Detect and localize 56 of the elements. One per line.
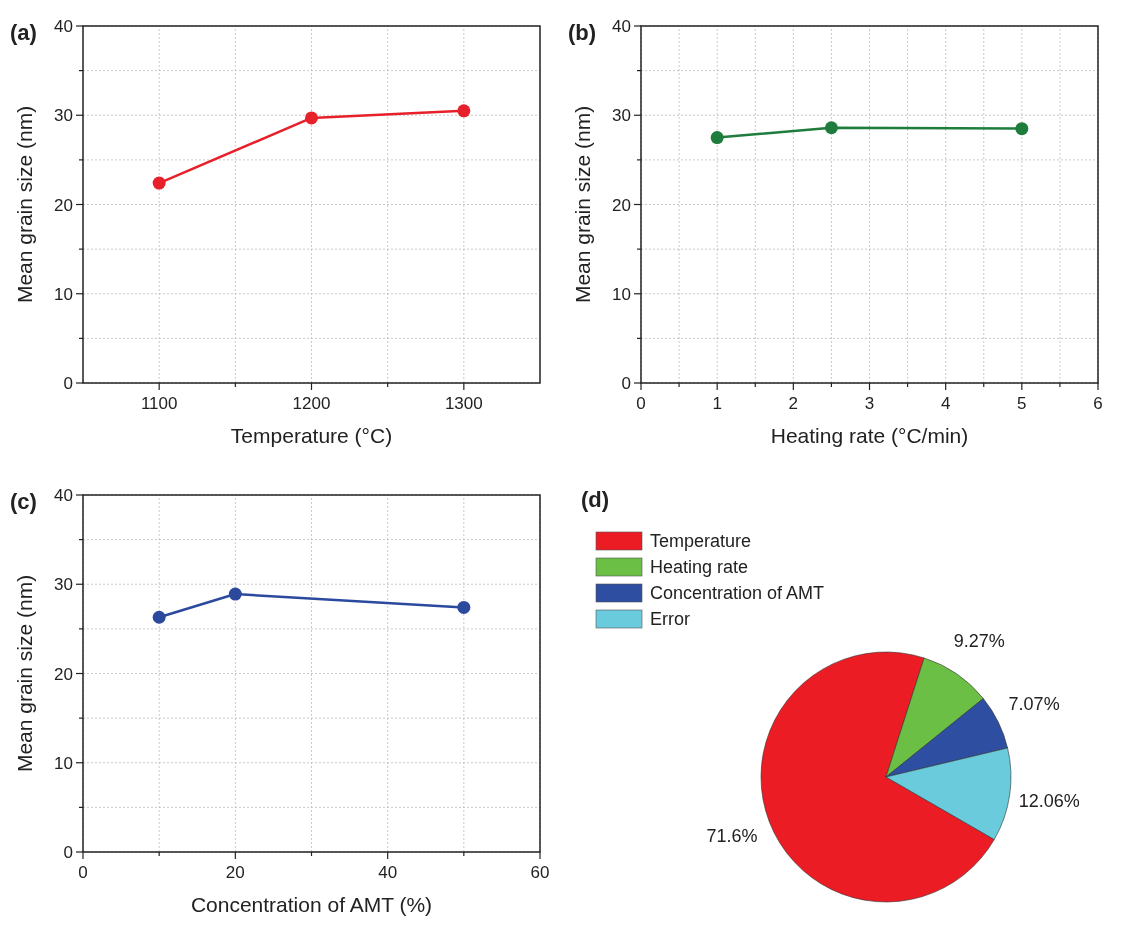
legend-label: Temperature: [650, 531, 752, 551]
x-axis-title: Temperature (°C): [230, 424, 393, 447]
x-tick-label: 4: [940, 394, 951, 413]
x-tick-label: 3: [864, 394, 875, 413]
x-tick-label: 1: [712, 394, 722, 413]
y-axis-title: Mean grain size (nm): [571, 105, 594, 304]
x-tick-label: 2: [788, 394, 799, 413]
data-label: 9.27%: [953, 630, 1005, 651]
legend-label: Concentration of AMT: [650, 583, 825, 603]
point: [1015, 122, 1029, 136]
point: [305, 111, 318, 125]
y-tick-label: 10: [54, 753, 73, 773]
y-tick-label: 0: [63, 374, 73, 393]
x-axis-title: Concentration of AMT (%): [190, 893, 433, 916]
legend-label: Error: [650, 609, 690, 629]
x-tick-label: 40: [378, 863, 398, 882]
point: [824, 121, 838, 135]
x-tick-label: 6: [1093, 394, 1103, 413]
point: [710, 131, 724, 145]
legend-label: Heating rate: [650, 557, 749, 577]
y-tick-label: 10: [54, 284, 73, 304]
chart-title: (c): [10, 489, 37, 514]
y-tick-label: 30: [612, 106, 631, 126]
y-tick-label: 30: [54, 575, 73, 595]
x-tick-label: 0: [636, 394, 646, 413]
point: [457, 600, 471, 614]
x-tick-label: 60: [530, 863, 550, 882]
y-tick-label: 0: [621, 374, 631, 393]
y-tick-label: 0: [63, 843, 73, 862]
x-tick-label: 5: [1017, 394, 1027, 413]
data-label: 12.06%: [1018, 790, 1080, 811]
x-tick-label: 1100: [140, 394, 178, 413]
x-axis-title: Heating rate (°C/min): [770, 424, 969, 447]
y-tick-label: 20: [54, 195, 73, 215]
y-tick-label: 40: [612, 17, 631, 36]
chart-title: (b): [568, 20, 597, 45]
data-label: 71.6%: [706, 826, 758, 847]
chart-title: (d): [581, 487, 610, 512]
y-axis-title: Mean grain size (nm): [13, 105, 36, 304]
x-tick-label: 0: [78, 863, 88, 882]
x-tick-label: 1200: [292, 394, 331, 413]
point: [228, 587, 242, 601]
y-axis-title: Mean grain size (nm): [13, 574, 36, 773]
data-label: 7.07%: [1008, 694, 1060, 715]
y-tick-label: 40: [54, 17, 73, 36]
y-tick-label: 20: [612, 195, 631, 215]
y-tick-label: 20: [54, 664, 73, 684]
y-tick-label: 10: [612, 284, 631, 304]
point: [152, 176, 166, 190]
point: [152, 610, 166, 624]
chart-title: (a): [10, 20, 37, 45]
y-tick-label: 40: [54, 486, 73, 505]
point: [457, 104, 471, 118]
x-tick-label: 1300: [444, 394, 483, 413]
y-tick-label: 30: [54, 106, 73, 126]
x-tick-label: 20: [225, 863, 245, 882]
